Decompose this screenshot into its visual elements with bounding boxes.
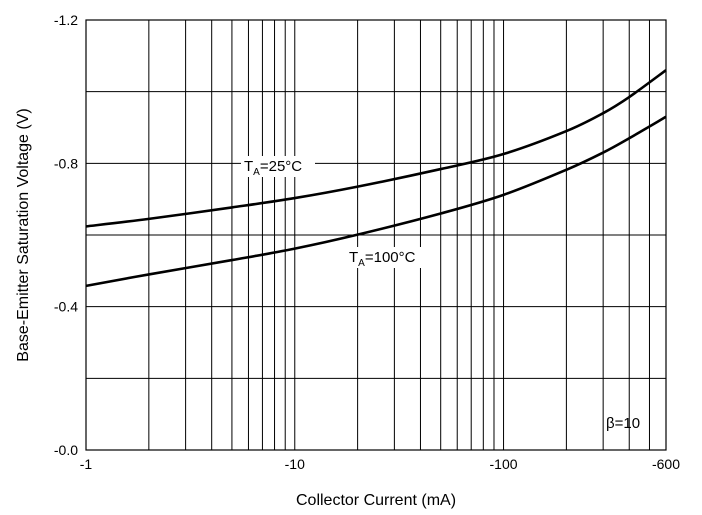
x-tick-label: -600 <box>652 456 680 472</box>
series-label-background <box>346 247 434 268</box>
y-tick-label: -1.2 <box>54 12 78 28</box>
y-tick-label: -0.4 <box>54 299 78 315</box>
tick-labels: -1 -10 -100 -600 -0.0 -0.4 -0.8 -1.2 <box>54 12 680 472</box>
series-curves <box>85 69 667 288</box>
plot-frame <box>85 19 667 451</box>
gridlines <box>86 20 666 450</box>
series-line-ta-100c <box>85 115 667 288</box>
series-labels: TA=25°C TA=100°C <box>241 156 434 269</box>
x-axis-label: Collector Current (mA) <box>296 492 456 509</box>
series-line-ta-25c <box>85 69 667 228</box>
x-tick-label: -1 <box>80 456 93 472</box>
y-tick-label: -0.8 <box>54 155 78 171</box>
y-axis-label: Base-Emitter Saturation Voltage (V) <box>15 108 32 361</box>
x-tick-label: -10 <box>285 456 305 472</box>
x-tick-label: -100 <box>490 456 518 472</box>
series-label-ta-25c: TA=25°C <box>244 158 302 178</box>
series-label-ta-100c: TA=100°C <box>349 249 416 269</box>
series-label-background <box>241 156 315 177</box>
y-tick-label: -0.0 <box>54 442 78 458</box>
beta-annotation: β=10 <box>606 415 640 432</box>
